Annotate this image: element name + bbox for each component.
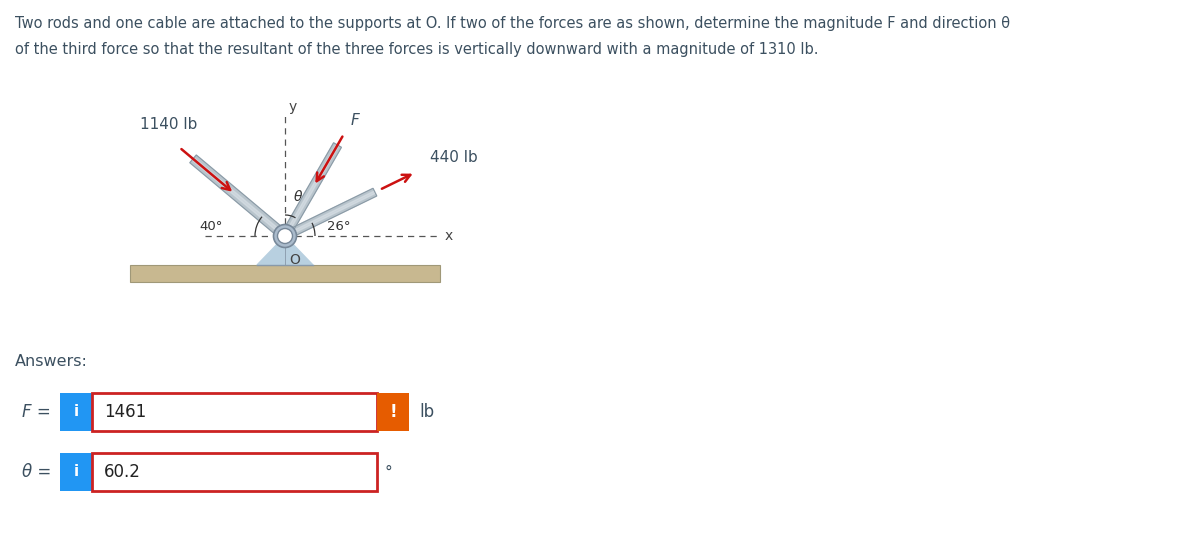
Text: 1461: 1461 — [104, 403, 146, 421]
Polygon shape — [284, 191, 376, 237]
Text: 40°: 40° — [199, 220, 223, 233]
Polygon shape — [281, 143, 341, 238]
Text: θ: θ — [294, 190, 302, 204]
FancyBboxPatch shape — [377, 393, 409, 431]
Text: !: ! — [389, 403, 397, 421]
Text: 1140 lb: 1140 lb — [140, 117, 197, 132]
Text: i: i — [73, 404, 78, 419]
Text: 26°: 26° — [326, 220, 350, 233]
FancyBboxPatch shape — [92, 393, 377, 431]
Text: Two rods and one cable are attached to the supports at O. If two of the forces a: Two rods and one cable are attached to t… — [14, 16, 1010, 31]
Circle shape — [277, 228, 293, 244]
FancyBboxPatch shape — [60, 393, 92, 431]
Text: 60.2: 60.2 — [104, 463, 140, 481]
Text: O: O — [289, 253, 300, 267]
Text: θ =: θ = — [22, 463, 52, 481]
Text: Answers:: Answers: — [14, 354, 88, 369]
Text: i: i — [73, 464, 78, 480]
FancyBboxPatch shape — [92, 453, 377, 491]
Polygon shape — [190, 155, 288, 240]
Circle shape — [274, 224, 296, 248]
Text: y: y — [289, 100, 298, 114]
Polygon shape — [283, 188, 377, 240]
Text: °: ° — [385, 464, 392, 480]
Text: of the third force so that the resultant of the three forces is vertically downw: of the third force so that the resultant… — [14, 42, 818, 57]
Text: lb: lb — [419, 403, 434, 421]
Polygon shape — [284, 145, 338, 237]
Polygon shape — [257, 236, 313, 265]
Text: x: x — [445, 229, 454, 243]
FancyBboxPatch shape — [60, 453, 92, 491]
Text: F =: F = — [22, 403, 50, 421]
Text: 440 lb: 440 lb — [431, 150, 478, 165]
Polygon shape — [192, 158, 286, 237]
Bar — [130, 265, 440, 282]
Text: F: F — [350, 112, 360, 128]
